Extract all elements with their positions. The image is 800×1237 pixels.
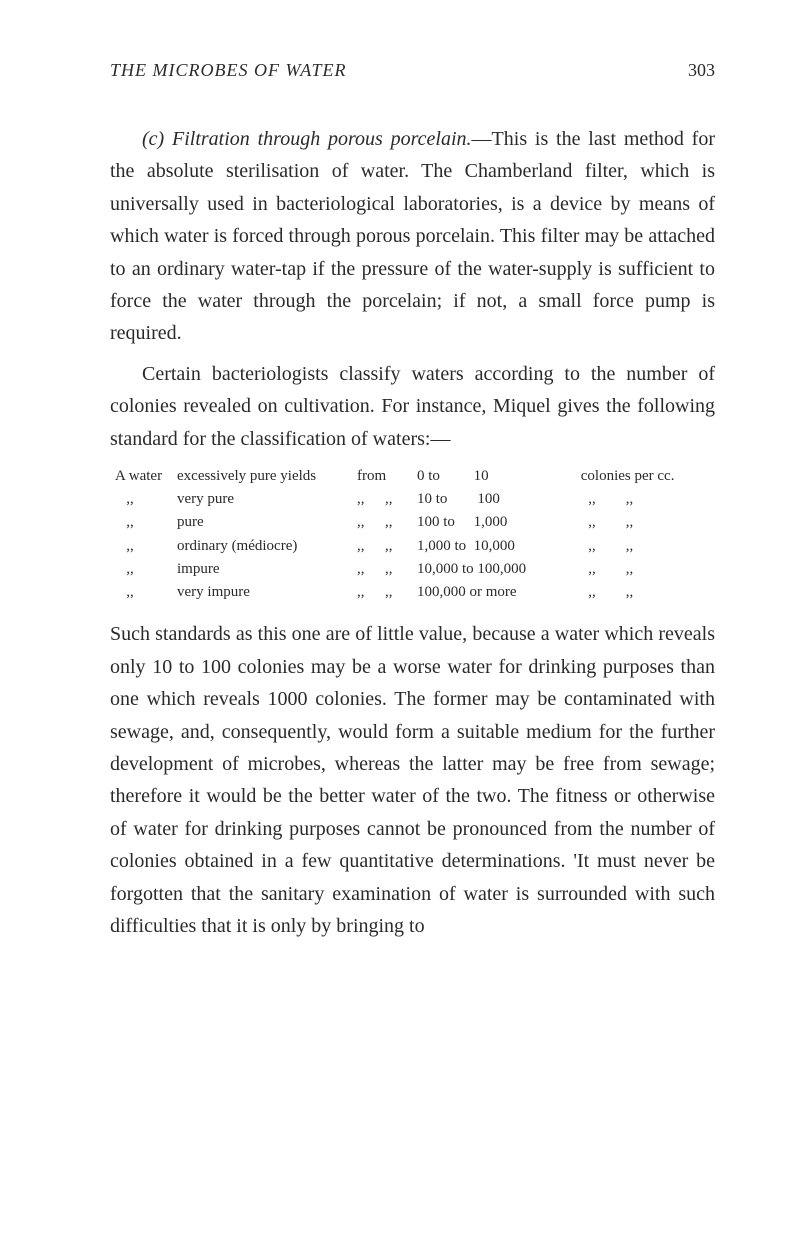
cell: ,, ,, (577, 535, 715, 558)
page-number: 303 (688, 60, 715, 81)
para2-text: Certain bacteriologists classify waters … (110, 363, 715, 450)
cell: 10 to 100 (417, 488, 577, 511)
cell: 10,000 to 100,000 (417, 558, 577, 581)
cell: pure (177, 511, 357, 534)
cell: ,, (385, 581, 417, 604)
cell: ,, (385, 511, 417, 534)
cell: colonies per cc. (577, 465, 715, 488)
classification-table: A water excessively pure yields from 0 t… (115, 465, 715, 605)
table-row: ,, pure ,, ,, 100 to 1,000 ,, ,, (115, 511, 715, 534)
cell: 1,000 to 10,000 (417, 535, 577, 558)
cell: ,, ,, (577, 581, 715, 604)
para1-lead: (c) Filtration through porous porcelain. (142, 128, 472, 150)
cell: excessively pure yields (177, 465, 357, 488)
cell: impure (177, 558, 357, 581)
cell: very pure (177, 488, 357, 511)
cell: from (357, 465, 385, 488)
cell: ,, (115, 581, 177, 604)
cell: 100,000 or more (417, 581, 577, 604)
cell (385, 465, 417, 488)
cell: ,, (357, 488, 385, 511)
cell: ,, (357, 558, 385, 581)
page-container: THE MICROBES OF WATER 303 (c) Filtration… (0, 0, 800, 1000)
header-title: THE MICROBES OF WATER (110, 60, 347, 81)
cell: ,, (115, 488, 177, 511)
cell: ,, (357, 581, 385, 604)
table-row: ,, very impure ,, ,, 100,000 or more ,, … (115, 581, 715, 604)
table-row: A water excessively pure yields from 0 t… (115, 465, 715, 488)
cell: 100 to 1,000 (417, 511, 577, 534)
table-row: ,, very pure ,, ,, 10 to 100 ,, ,, (115, 488, 715, 511)
paragraph-1: (c) Filtration through porous porcelain.… (110, 123, 715, 350)
cell: ,, (357, 511, 385, 534)
table-row: ,, ordinary (médiocre) ,, ,, 1,000 to 10… (115, 535, 715, 558)
page-header: THE MICROBES OF WATER 303 (110, 60, 715, 81)
cell: very impure (177, 581, 357, 604)
cell: 0 to 10 (417, 465, 577, 488)
cell: ,, ,, (577, 511, 715, 534)
cell: ,, (385, 558, 417, 581)
cell: ,, ,, (577, 558, 715, 581)
cell: ,, ,, (577, 488, 715, 511)
paragraph-3: Such standards as this one are of little… (110, 618, 715, 942)
cell: ordinary (médiocre) (177, 535, 357, 558)
cell: ,, (115, 558, 177, 581)
para3-text: Such standards as this one are of little… (110, 623, 715, 937)
table-row: ,, impure ,, ,, 10,000 to 100,000 ,, ,, (115, 558, 715, 581)
para1-text: —This is the last method for the absolut… (110, 128, 715, 344)
cell: ,, (115, 511, 177, 534)
paragraph-2: Certain bacteriologists classify waters … (110, 358, 715, 455)
cell: ,, (385, 488, 417, 511)
cell: A water (115, 465, 177, 488)
cell: ,, (357, 535, 385, 558)
cell: ,, (385, 535, 417, 558)
cell: ,, (115, 535, 177, 558)
